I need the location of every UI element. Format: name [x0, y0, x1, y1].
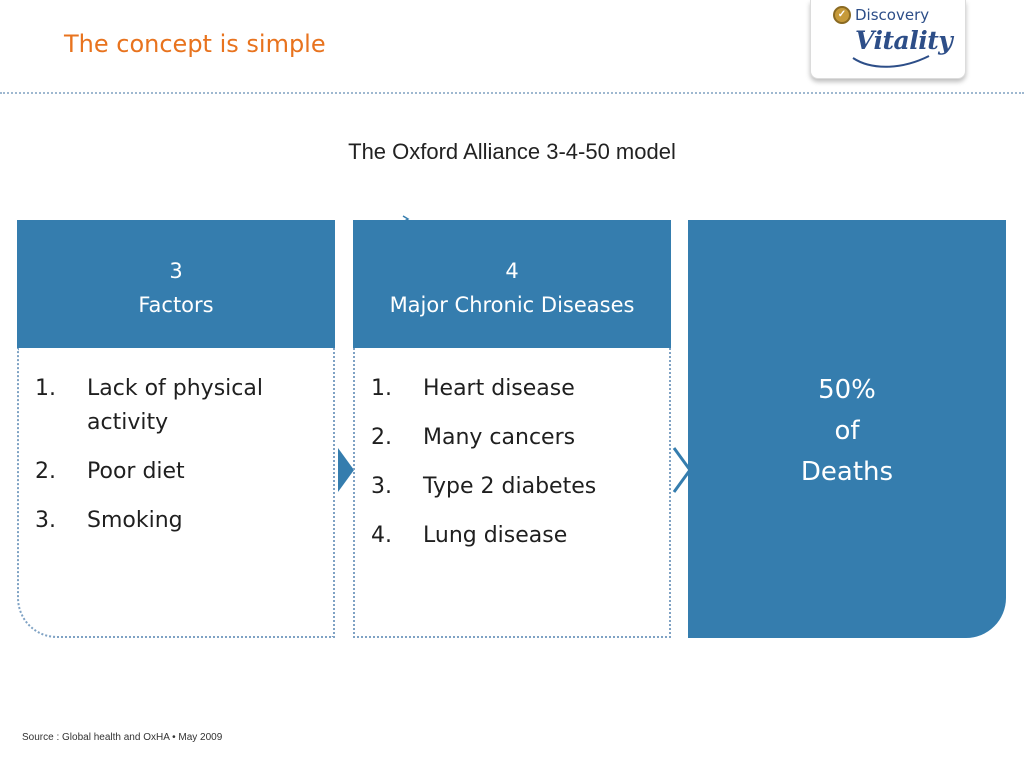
discovery-vitality-logo: ✓ Discovery Vitality	[810, 0, 966, 79]
diseases-body: 1. Heart disease 2. Many cancers 3. Type…	[353, 348, 671, 638]
list-item-text: Smoking	[87, 508, 183, 533]
logo-brand: Discovery	[855, 6, 930, 24]
title-divider	[0, 92, 1024, 94]
outcome-box: 50% of Deaths	[688, 220, 1006, 638]
list-item: 2. Poor diet	[19, 455, 323, 489]
diseases-count: 4	[505, 259, 519, 283]
logo-top-line: ✓ Discovery	[833, 6, 929, 24]
list-item-number: 1.	[371, 376, 392, 401]
diseases-column: 4 Major Chronic Diseases 1. Heart diseas…	[353, 220, 671, 638]
outcome-text: 50% of Deaths	[688, 370, 1006, 493]
list-item-text: Lack of physical activity	[87, 376, 263, 435]
list-item-number: 2.	[35, 459, 56, 484]
list-item: 2. Many cancers	[355, 421, 659, 455]
list-item: 3. Smoking	[19, 504, 323, 538]
list-item-number: 4.	[371, 523, 392, 548]
outcome-of: of	[834, 416, 860, 446]
list-item-number: 2.	[371, 425, 392, 450]
list-item-text: Heart disease	[423, 376, 575, 401]
diseases-list: 1. Heart disease 2. Many cancers 3. Type…	[355, 372, 659, 568]
factors-count: 3	[169, 259, 183, 283]
source-note: Source : Global health and OxHA • May 20…	[22, 732, 223, 743]
list-item-text: Lung disease	[423, 523, 568, 548]
list-item-text: Poor diet	[87, 459, 185, 484]
chevron-right-icon	[338, 448, 354, 492]
list-item-text: Type 2 diabetes	[423, 474, 597, 499]
diseases-header: 4 Major Chronic Diseases	[353, 220, 671, 348]
list-item: 3. Type 2 diabetes	[355, 470, 659, 504]
diseases-label: Major Chronic Diseases	[389, 293, 635, 317]
list-item: 4. Lung disease	[355, 519, 659, 553]
list-item-number: 3.	[371, 474, 392, 499]
list-item: 1. Lack of physical activity	[19, 372, 323, 440]
list-item-number: 3.	[35, 508, 56, 533]
factors-column: 3 Factors 1. Lack of physical activity 2…	[17, 220, 335, 638]
model-heading: The Oxford Alliance 3-4-50 model	[348, 139, 676, 164]
list-item-text: Many cancers	[423, 425, 576, 450]
discovery-emblem-icon: ✓	[833, 6, 851, 24]
outcome-percentage: 50%	[818, 375, 876, 405]
outcome-deaths: Deaths	[800, 457, 894, 487]
logo-swoosh-icon	[852, 55, 930, 68]
factors-header: 3 Factors	[17, 220, 335, 348]
factors-body: 1. Lack of physical activity 2. Poor die…	[17, 348, 335, 638]
list-item-number: 1.	[35, 376, 56, 401]
factors-list: 1. Lack of physical activity 2. Poor die…	[19, 372, 323, 553]
factors-label: Factors	[138, 293, 214, 317]
slide-title: The concept is simple	[64, 30, 326, 58]
list-item: 1. Heart disease	[355, 372, 659, 406]
logo-product: Vitality	[855, 26, 953, 55]
